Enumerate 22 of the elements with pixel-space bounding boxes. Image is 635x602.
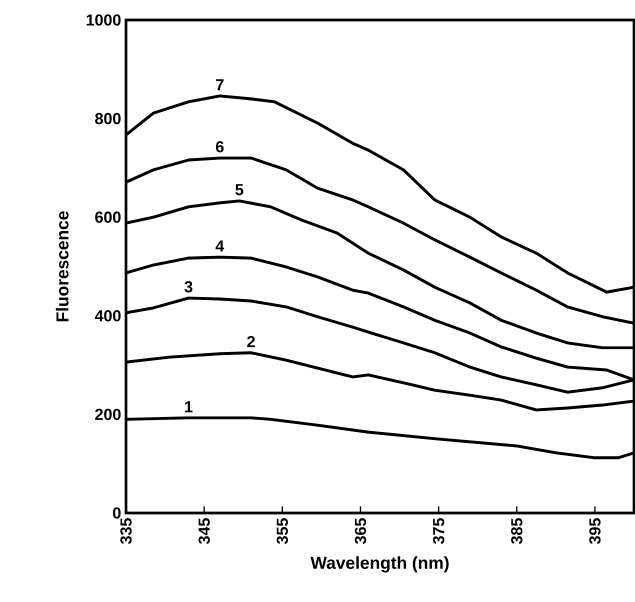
y-tick-label: 200	[95, 408, 121, 420]
series-label: 3	[184, 281, 192, 292]
x-tick-label: 375	[432, 518, 444, 544]
series-label: 2	[247, 336, 255, 348]
x-tick-label: 385	[511, 518, 522, 544]
x-tick-label: 355	[276, 518, 288, 544]
x-axis-title: Wavelength (nm)	[310, 556, 449, 572]
series-label: 6	[216, 141, 224, 152]
x-tick-label: 395	[589, 518, 601, 544]
x-tick-label: 345	[198, 518, 210, 544]
series-label: 1	[185, 401, 193, 412]
series-label: 4	[216, 240, 224, 252]
series-label: 5	[235, 184, 244, 196]
y-tick-label: 0	[113, 507, 121, 519]
y-tick-label: 800	[95, 112, 121, 124]
y-tick-label: 1000	[86, 14, 121, 26]
y-tick-label: 400	[94, 310, 121, 322]
y-tick-label: 600	[95, 212, 121, 223]
y-axis-title: Fluorescence	[56, 211, 69, 322]
series-label: 7	[216, 79, 224, 90]
x-tick-label: 365	[354, 518, 366, 544]
x-tick-label: 335	[120, 518, 132, 544]
